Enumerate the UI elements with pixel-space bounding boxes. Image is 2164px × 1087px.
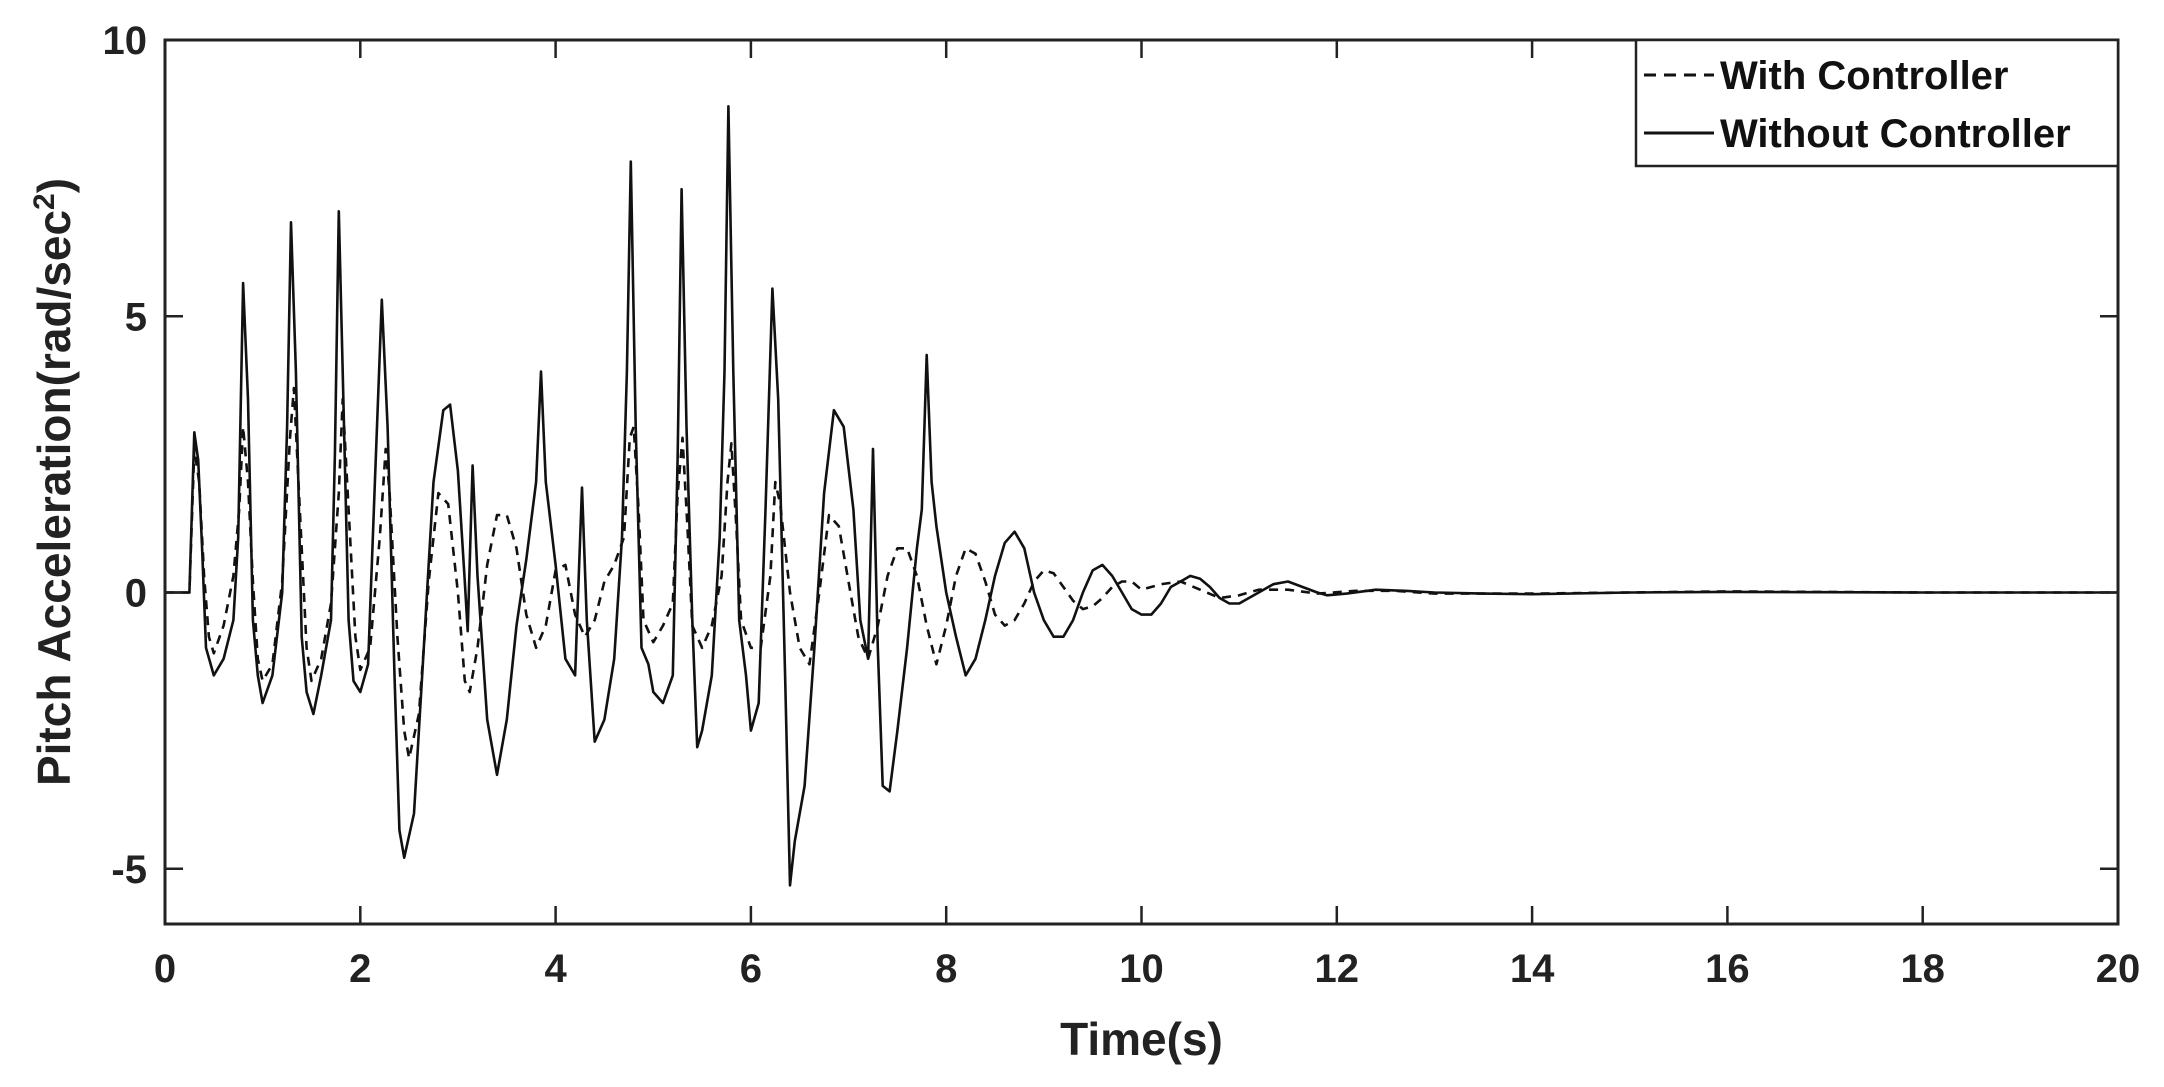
legend-box [1634, 38, 2120, 168]
y-tick-label: 0 [125, 572, 147, 616]
y-tick-label: 5 [125, 295, 147, 339]
x-axis-title: Time(s) [1060, 1013, 1223, 1065]
tick-layer: 0 2 4 6 8 10 12 14 16 18 20 -5 0 5 10 [103, 19, 2141, 991]
y-axis-title: Pitch Acceleration(rad/sec2) [28, 178, 81, 786]
x-tick-label: 14 [1510, 947, 1555, 991]
series-layer [165, 105, 2118, 887]
x-tick-label: 16 [1705, 947, 1750, 991]
x-tick-label: 10 [1119, 947, 1164, 991]
y-axis-title-superscript: 2 [28, 193, 61, 210]
legend-label-without-controller: Without Controller [1720, 112, 2071, 156]
y-axis-title-main: Pitch Acceleration(rad/sec [28, 210, 80, 786]
y-tick-label: 10 [103, 19, 148, 63]
x-tick-label: 20 [2096, 947, 2141, 991]
legend: With Controller Without Controller [1634, 38, 2120, 168]
series-line-without-controller [165, 105, 2118, 887]
x-tick-label: 4 [544, 947, 567, 991]
x-tick-label: 0 [154, 947, 176, 991]
x-tick-label: 18 [1900, 947, 1945, 991]
x-tick-label: 2 [349, 947, 371, 991]
y-axis-title-close: ) [28, 178, 80, 193]
x-tick-label: 8 [935, 947, 957, 991]
series-line-with-controller [165, 386, 2118, 760]
x-tick-label: 12 [1315, 947, 1360, 991]
x-tick-label: 6 [740, 947, 762, 991]
y-tick-label: -5 [111, 848, 147, 892]
legend-label-with-controller: With Controller [1720, 54, 2009, 98]
